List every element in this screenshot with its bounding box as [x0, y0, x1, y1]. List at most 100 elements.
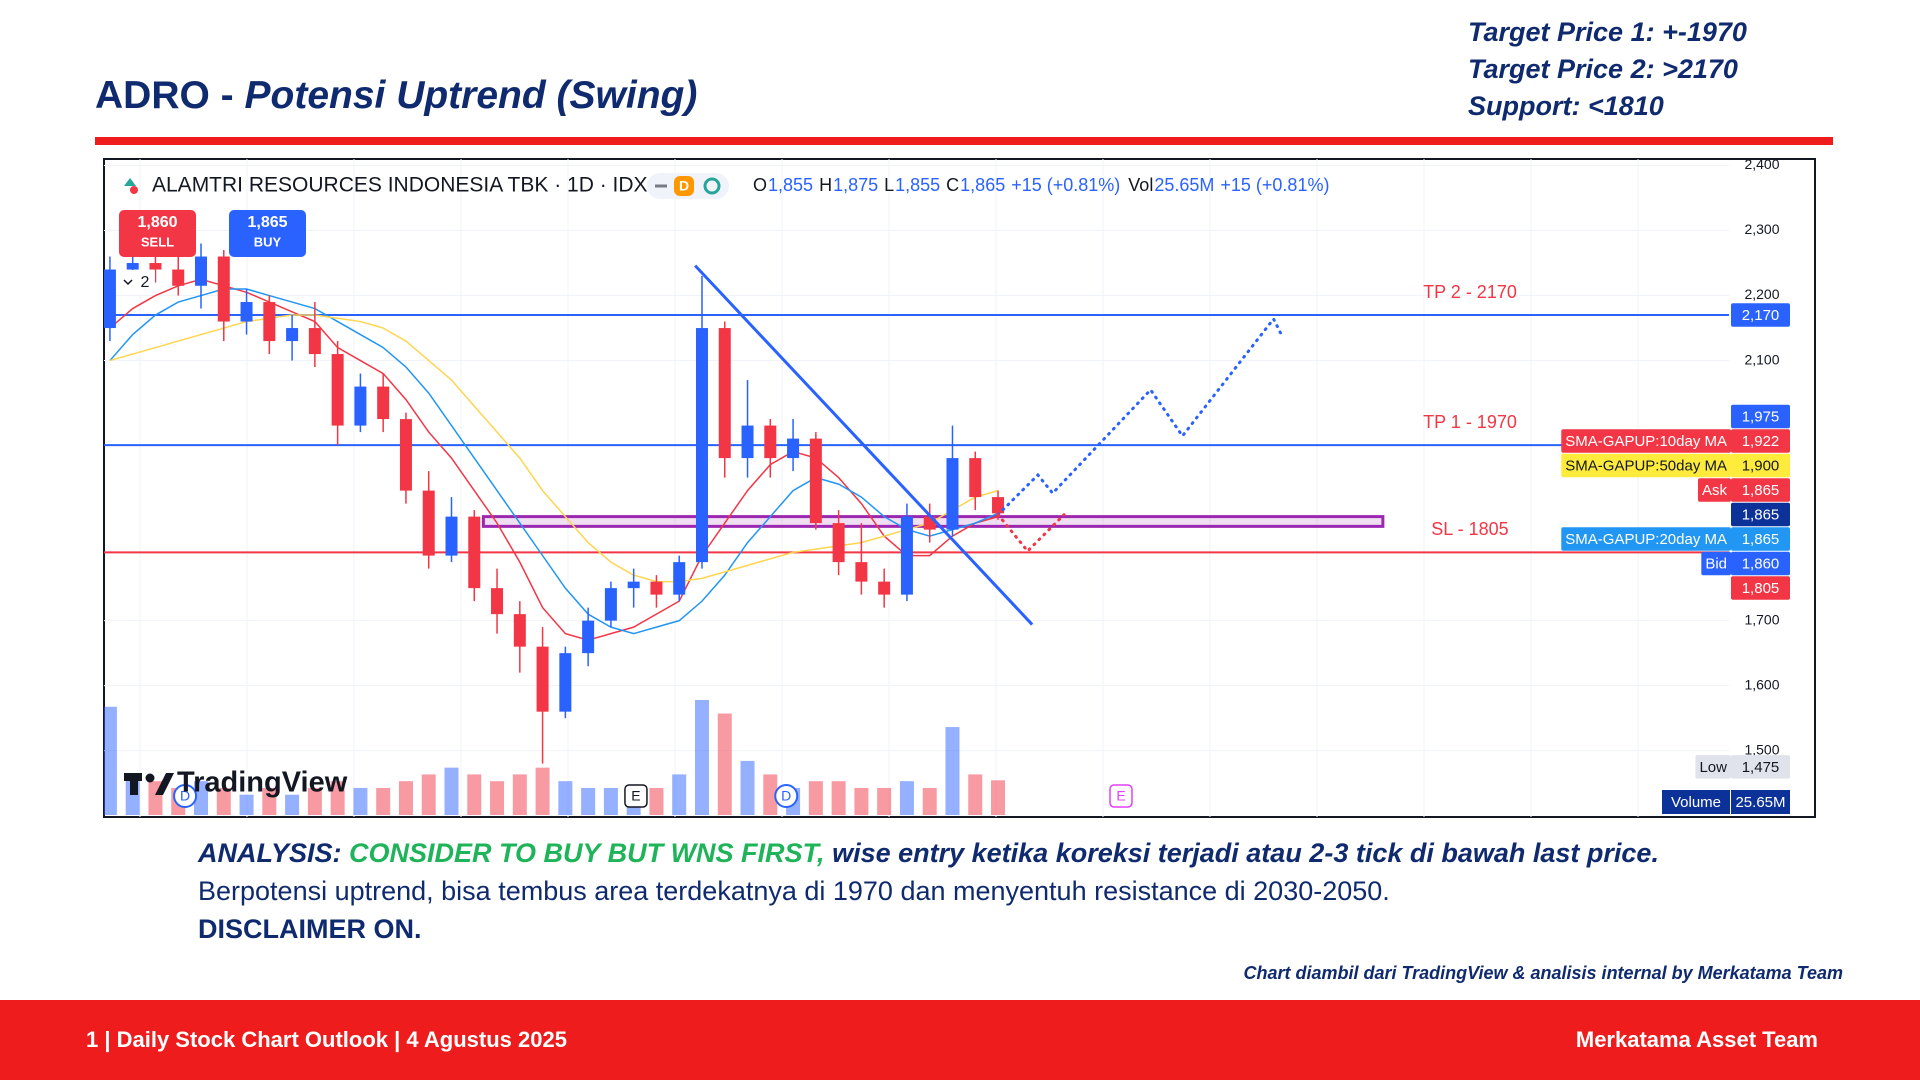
price-tag-name: SMA-GAPUP:10day MA — [1565, 433, 1727, 450]
volume-bar — [239, 794, 254, 815]
volume-bar — [285, 794, 300, 815]
candle-body — [536, 646, 549, 712]
ma-line — [109, 288, 999, 635]
chart: D E D E 2,400 2,300 2,200 2,100 1,700 1,600 1,500 T… — [103, 156, 1816, 818]
volume-tag-name-bg — [1662, 790, 1730, 814]
candle-body — [513, 614, 526, 647]
price-tag — [1731, 576, 1790, 600]
target-line: Target Price 2: >2170 — [1468, 54, 1738, 84]
legend-text: C — [946, 175, 959, 195]
volume-tag — [1731, 790, 1790, 814]
price-tag-label: 1,865 — [1742, 482, 1780, 499]
pill-status — [703, 177, 721, 195]
volume-bar — [376, 787, 391, 815]
volume-bar — [831, 781, 846, 815]
candle-body — [354, 386, 367, 426]
candle-body — [946, 458, 959, 530]
volume-bar — [694, 700, 709, 815]
volume-bar — [581, 787, 596, 815]
projection — [996, 513, 1066, 554]
analysis-line: ANALYSIS: CONSIDER TO BUY BUT WNS FIRST,… — [198, 834, 1659, 872]
candle-body — [149, 263, 162, 270]
price-tag — [1731, 303, 1790, 327]
legend-text: L — [884, 175, 894, 195]
candle-body — [718, 328, 731, 459]
candle-body — [809, 438, 822, 524]
volume-bar — [968, 774, 983, 815]
volume-bar — [877, 787, 892, 815]
event-label: E — [1116, 788, 1125, 804]
volume-bar — [104, 706, 117, 815]
watermark: TradingView — [177, 767, 348, 799]
price-tag-name-bg — [1561, 429, 1731, 453]
red-rule — [95, 137, 1833, 145]
volume-bar — [353, 787, 368, 815]
candle-body — [491, 588, 504, 615]
price-tag — [1731, 755, 1790, 779]
price-tag-label: 1,865 — [1742, 506, 1780, 523]
y-tick-label: 2,200 — [1744, 286, 1779, 302]
projection — [996, 316, 1285, 517]
candle-body — [992, 497, 1005, 514]
sell-price: 1,860 — [137, 214, 177, 231]
sell-button — [119, 210, 196, 257]
legend-text: 1,875 — [833, 175, 878, 195]
price-tag-name-bg — [1697, 478, 1731, 502]
volume-bar — [603, 787, 618, 815]
candle-body — [855, 562, 868, 582]
event-icon — [774, 784, 799, 808]
volume-bar — [307, 787, 322, 815]
candle-body — [331, 354, 344, 426]
y-tick-label: 2,100 — [1744, 351, 1779, 367]
level-label: TP 1 - 1970 — [1423, 412, 1517, 432]
logo — [155, 773, 174, 795]
pill-label: D — [679, 178, 689, 194]
candle-body — [787, 438, 800, 459]
volume-bar — [490, 781, 505, 815]
volume-bar — [467, 774, 482, 815]
volume-bar — [922, 787, 937, 815]
candle-body — [969, 458, 982, 498]
analysis-label: ANALYSIS: — [198, 838, 342, 868]
event-icon — [624, 784, 648, 808]
volume-tag-label: 25.65M — [1735, 794, 1785, 811]
price-tag-label: 1,860 — [1742, 555, 1780, 572]
footer-left: 1 | Daily Stock Chart Outlook | 4 Agustu… — [86, 1027, 567, 1052]
y-tick-label: 1,700 — [1744, 611, 1779, 627]
symbol-icon — [124, 178, 136, 186]
price-tag-label: 1,805 — [1742, 580, 1780, 597]
volume-bar — [444, 767, 459, 815]
volume-bar — [421, 774, 436, 815]
candle-body — [308, 328, 321, 355]
analysis-highlight: CONSIDER TO BUY BUT WNS FIRST, — [349, 838, 825, 868]
candle-body — [559, 653, 572, 712]
candle-body — [582, 620, 595, 654]
price-tag-name-bg — [1561, 527, 1731, 551]
candle-body — [377, 386, 390, 420]
slide-title: ADRO - Potensi Uptrend (Swing) — [95, 74, 697, 118]
plot-area: D E D E — [104, 159, 1729, 817]
credit: Chart diambil dari TradingView & analisi… — [1243, 963, 1843, 983]
legend-text: +15 (+0.81%) — [1220, 175, 1329, 195]
price-tag-label: 1,865 — [1742, 531, 1780, 548]
lot-box — [119, 270, 155, 295]
price-tag — [1731, 527, 1790, 551]
price-tag — [1731, 453, 1790, 478]
candle-body — [263, 302, 276, 342]
volume-bar — [740, 760, 755, 815]
price-tag-name: Low — [1699, 759, 1727, 776]
disclaimer: DISCLAIMER ON. — [198, 914, 422, 944]
price-tag-name-bg — [1701, 551, 1731, 576]
candle-body — [240, 302, 253, 322]
volume-bar — [672, 774, 687, 815]
title-text: Potensi Uptrend (Swing) — [244, 74, 698, 117]
candle-body — [650, 581, 663, 595]
candle-body — [104, 269, 116, 329]
price-tag-name: SMA-GAPUP:20day MA — [1565, 531, 1727, 548]
volume-bar — [808, 781, 823, 815]
volume-bar — [262, 787, 277, 815]
pill-d — [674, 176, 694, 196]
legend-text: 1,855 — [768, 175, 813, 195]
price-tag — [1731, 404, 1790, 429]
